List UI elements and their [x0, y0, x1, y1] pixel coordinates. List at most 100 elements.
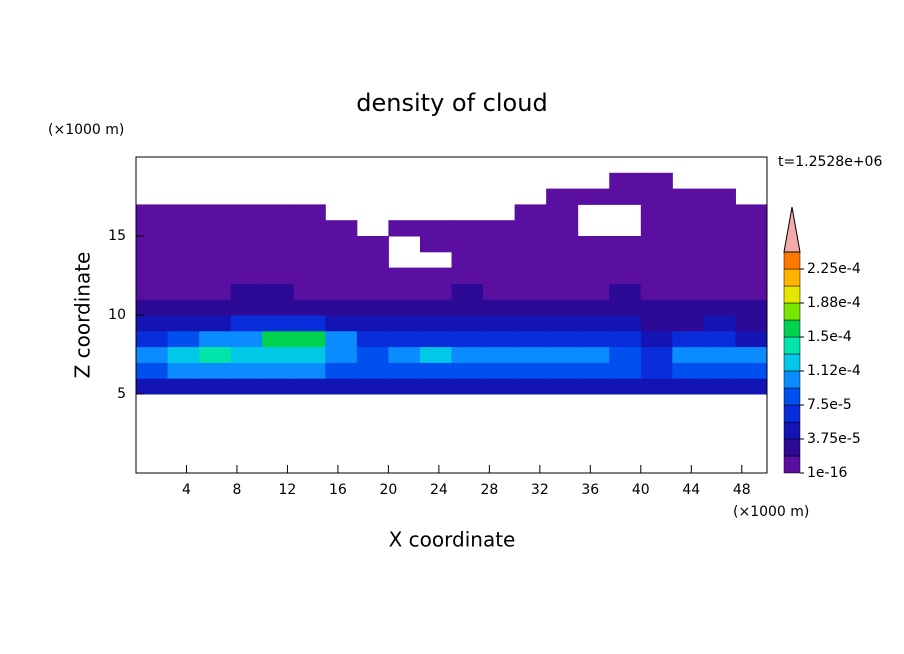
contour-cell [451, 220, 484, 237]
contour-cell [514, 204, 547, 221]
contour-cell [293, 236, 326, 253]
contour-cell [483, 378, 516, 395]
contour-cell [609, 315, 642, 332]
contour-cell [167, 315, 200, 332]
contour-cell [735, 346, 768, 363]
contour-cell [546, 188, 579, 205]
contour-cell [451, 299, 484, 316]
contour-cell [672, 346, 705, 363]
contour-cell [230, 315, 263, 332]
contour-cell [325, 220, 358, 237]
contour-cell [546, 267, 579, 284]
contour-cell [640, 267, 673, 284]
contour-cell [483, 299, 516, 316]
contour-cell [703, 267, 736, 284]
contour-cell [356, 330, 389, 348]
contour-cell [356, 315, 389, 332]
contour-cell [419, 267, 452, 284]
contour-cell [167, 204, 200, 221]
contour-cell [136, 267, 169, 284]
contour-cell [451, 283, 484, 300]
contour-cell [230, 236, 263, 253]
contour-cell [577, 315, 610, 332]
colorbar-box [783, 336, 801, 355]
contour-cell [136, 251, 169, 269]
contour-cell [703, 283, 736, 300]
contour-cell [483, 330, 516, 348]
contour-cell [672, 220, 705, 237]
x-tick-label: 40 [632, 482, 650, 498]
contour-cell [199, 267, 232, 284]
contour-cell [136, 220, 169, 237]
contour-cell [703, 299, 736, 316]
contour-cell [672, 330, 705, 348]
contour-cell [735, 283, 768, 300]
colorbar-label: 1.5e-4 [807, 329, 852, 345]
contour-cell [703, 220, 736, 237]
contour-cell [419, 362, 452, 379]
x-tick-label: 4 [182, 482, 191, 498]
contour-cell [577, 188, 610, 205]
contour-cell [514, 220, 547, 237]
contour-cell [167, 330, 200, 348]
contour-cell [356, 378, 389, 395]
contour-cell [325, 299, 358, 316]
contour-cell [325, 267, 358, 284]
contour-cell [640, 378, 673, 395]
colorbar-label: 1.12e-4 [807, 363, 861, 379]
contour-cell [293, 299, 326, 316]
contour-cell [672, 251, 705, 269]
contour-cell [325, 251, 358, 269]
contour-cell [356, 299, 389, 316]
contour-cell [703, 251, 736, 269]
contour-cell [419, 236, 452, 253]
contour-cell [735, 299, 768, 316]
contour-cell [199, 315, 232, 332]
contour-cell [703, 330, 736, 348]
contour-cell [609, 172, 642, 190]
contour-cell [640, 236, 673, 253]
contour-cell [672, 315, 705, 332]
contour-cell [514, 299, 547, 316]
contour-cell [325, 362, 358, 379]
contour-cell [609, 330, 642, 348]
contour-cell [167, 251, 200, 269]
contour-cell [167, 346, 200, 363]
contour-cell [672, 362, 705, 379]
contour-cell [703, 378, 736, 395]
contour-cell [136, 283, 169, 300]
contour-cell [451, 362, 484, 379]
contour-cell [199, 236, 232, 253]
contour-cell [167, 362, 200, 379]
contour-cell [451, 378, 484, 395]
contour-cell [419, 330, 452, 348]
contour-cell [199, 378, 232, 395]
contour-cell [167, 378, 200, 395]
contour-cell [356, 283, 389, 300]
x-axis-label: X coordinate [389, 528, 516, 552]
contour-cell [546, 204, 579, 221]
contour-cell [577, 251, 610, 269]
contour-cell [703, 315, 736, 332]
colorbar-box [783, 353, 801, 372]
contour-cell [672, 283, 705, 300]
colorbar-label: 3.75e-5 [807, 431, 861, 447]
contour-cell [388, 362, 421, 379]
contour-cell [230, 283, 263, 300]
contour-cell [703, 346, 736, 363]
colorbar-box [783, 438, 801, 457]
contour-cell [546, 283, 579, 300]
contour-cell [577, 299, 610, 316]
contour-cell [577, 236, 610, 253]
colorbar-box [783, 251, 801, 270]
contour-cell [703, 204, 736, 221]
contour-cell [356, 251, 389, 269]
contour-cell [293, 251, 326, 269]
contour-cell [325, 378, 358, 395]
x-tick-label: 36 [581, 482, 599, 498]
contour-cell [609, 251, 642, 269]
contour-cell [514, 236, 547, 253]
contour-cell [230, 362, 263, 379]
contour-cell [199, 362, 232, 379]
contour-cell [262, 315, 295, 332]
